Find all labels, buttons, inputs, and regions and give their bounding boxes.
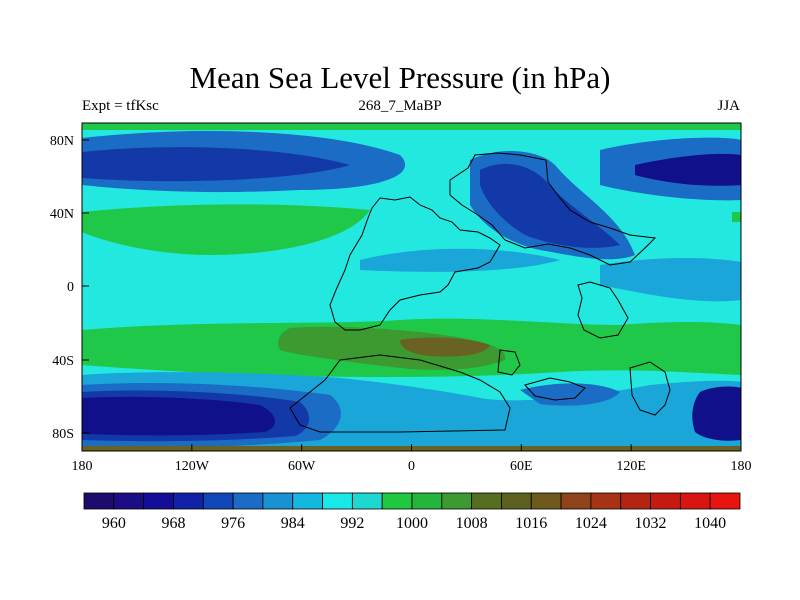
equatorial-patch-east <box>600 258 741 302</box>
colorbar-swatch <box>202 492 234 510</box>
colorbar-swatch <box>232 492 264 510</box>
south-low-patch <box>520 383 620 406</box>
colorbar-label: 968 <box>161 515 185 532</box>
pressure-field <box>82 123 741 451</box>
north-low-core-west <box>82 147 350 182</box>
colorbar-swatch <box>83 492 115 510</box>
lon-tick-label: 180 <box>731 459 752 474</box>
equatorial-patch-central <box>360 248 560 272</box>
colorbar-swatch <box>322 492 353 510</box>
madagascar-outline <box>497 349 521 376</box>
colorbar-label: 1016 <box>515 515 547 532</box>
colorbar-swatch <box>441 492 473 510</box>
south-high-core <box>400 337 490 357</box>
colorbar-label: 1008 <box>456 515 488 532</box>
colorbar-swatch <box>173 492 204 510</box>
south-high-inner <box>278 326 506 370</box>
maritime-outline <box>577 281 629 339</box>
asian-low-core <box>480 163 620 248</box>
lat-tick-label: 40N <box>50 207 74 222</box>
pressure-colorbar: 960 968 976 984 992 1000 1008 1016 1024 1032 1040 <box>83 492 741 532</box>
latitude-axis: 80N 40N 0 40S 80S <box>50 134 89 442</box>
lat-tick-label: 0 <box>67 280 74 295</box>
coastlines <box>289 152 671 433</box>
chart-title: Mean Sea Level Pressure (in hPa) <box>189 60 611 95</box>
africa-outline <box>329 196 501 331</box>
colorbar-swatch <box>381 492 413 510</box>
longitude-axis: 180 120W 60W 0 60E 120E 180 <box>72 444 752 474</box>
lon-tick-label: 60E <box>510 459 533 474</box>
colorbar-swatch <box>620 492 651 510</box>
colorbar-swatch <box>590 492 622 510</box>
colorbar-swatch <box>501 492 532 510</box>
colorbar-label: 1032 <box>635 515 667 532</box>
colorbar-swatch <box>262 492 294 510</box>
colorbar-label: 1040 <box>694 515 726 532</box>
colorbar-swatch <box>411 492 443 510</box>
south-low-center-west <box>82 396 275 436</box>
lon-tick-label: 120E <box>616 459 646 474</box>
colorbar-swatch <box>292 492 323 510</box>
island-outline <box>524 377 586 401</box>
colorbar-label: 976 <box>221 515 245 532</box>
lat-tick-label: 80N <box>50 134 74 149</box>
lon-tick-label: 180 <box>72 459 93 474</box>
case-label: 268_7_MaBP <box>358 98 442 114</box>
lon-tick-label: 120W <box>175 459 210 474</box>
colorbar-label: 960 <box>102 515 126 532</box>
australia-outline <box>629 361 671 416</box>
colorbar-swatch <box>471 492 502 510</box>
north-edge-band <box>82 123 741 130</box>
colorbar-swatch <box>650 492 681 510</box>
colorbar-swatch <box>143 492 174 510</box>
colorbar-swatch <box>530 492 562 510</box>
asia-outline <box>449 152 657 266</box>
season-label: JJA <box>717 98 740 114</box>
north-high-west <box>82 204 370 255</box>
colorbar-label: 984 <box>281 515 305 532</box>
colorbar-label: 992 <box>340 515 364 532</box>
colorbar-swatch <box>351 492 383 510</box>
colorbar-swatch <box>560 492 592 510</box>
lon-tick-label: 0 <box>408 459 415 474</box>
colorbar-swatch <box>679 492 711 510</box>
lat-tick-label: 80S <box>52 427 74 442</box>
colorbar-label: 1024 <box>575 515 607 532</box>
south-low-center-east <box>692 386 741 441</box>
colorbar-swatch <box>113 492 145 510</box>
north-low-core-east <box>635 153 741 186</box>
antarctic-outline <box>289 354 511 433</box>
north-high-east <box>732 212 741 222</box>
lat-tick-label: 40S <box>52 354 74 369</box>
colorbar-label: 1000 <box>396 515 428 532</box>
lon-tick-label: 60W <box>288 459 316 474</box>
colorbar-swatch <box>709 492 741 510</box>
experiment-label: Expt = tfKsc <box>82 98 159 114</box>
